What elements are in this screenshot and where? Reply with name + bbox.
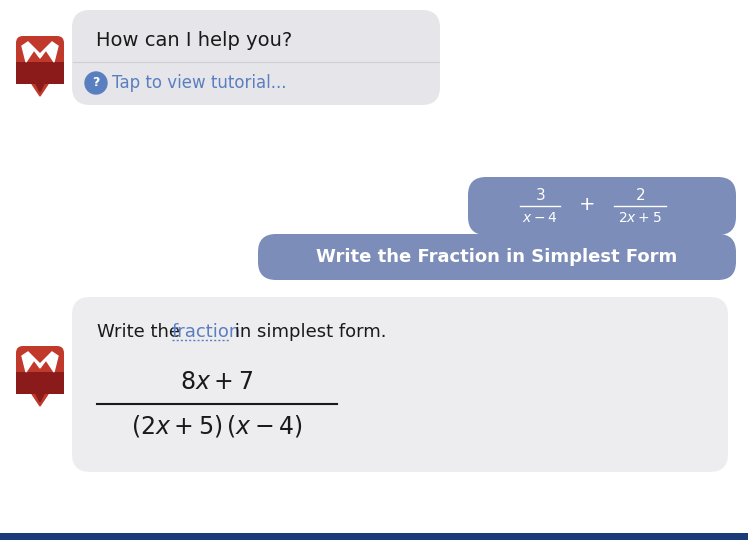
- Polygon shape: [32, 394, 48, 406]
- Polygon shape: [22, 352, 58, 372]
- Polygon shape: [22, 42, 58, 62]
- Polygon shape: [36, 84, 44, 92]
- FancyBboxPatch shape: [468, 177, 736, 235]
- Text: $x-4$: $x-4$: [522, 211, 558, 225]
- Text: fraction: fraction: [172, 323, 242, 341]
- Text: $2x+5$: $2x+5$: [618, 211, 662, 225]
- FancyBboxPatch shape: [0, 533, 748, 540]
- FancyBboxPatch shape: [16, 36, 64, 84]
- FancyBboxPatch shape: [16, 346, 64, 394]
- Text: $8x + 7$: $8x + 7$: [180, 370, 254, 394]
- FancyBboxPatch shape: [258, 234, 736, 280]
- Text: in simplest form.: in simplest form.: [229, 323, 387, 341]
- Text: Write the: Write the: [97, 323, 186, 341]
- Text: $3$: $3$: [535, 187, 545, 203]
- Polygon shape: [36, 394, 44, 402]
- Text: Write the Fraction in Simplest Form: Write the Fraction in Simplest Form: [316, 248, 678, 266]
- Polygon shape: [32, 84, 48, 96]
- Text: Tap to view tutorial...: Tap to view tutorial...: [112, 74, 286, 92]
- Text: $(2x + 5)\,(x - 4)$: $(2x + 5)\,(x - 4)$: [131, 413, 303, 439]
- Text: ?: ?: [92, 77, 99, 90]
- FancyBboxPatch shape: [72, 10, 440, 105]
- Text: $+$: $+$: [577, 195, 594, 214]
- Text: $2$: $2$: [635, 187, 645, 203]
- Circle shape: [85, 72, 107, 94]
- FancyBboxPatch shape: [72, 297, 728, 472]
- Text: How can I help you?: How can I help you?: [96, 30, 292, 50]
